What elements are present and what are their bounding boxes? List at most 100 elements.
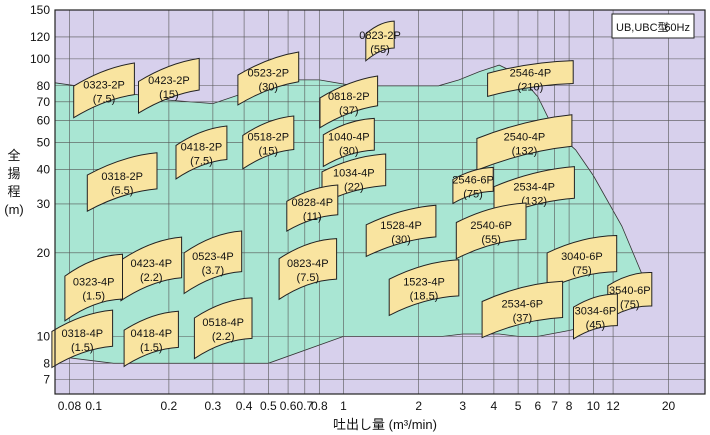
y-tick-label: 80 bbox=[37, 79, 51, 93]
pump-zone-power-label: (55) bbox=[481, 234, 501, 246]
y-tick-label: 7 bbox=[43, 372, 50, 386]
x-axis-label: 吐出し量 (m³/min) bbox=[333, 417, 437, 432]
pump-zone-area bbox=[452, 166, 494, 205]
x-tick-label: 7 bbox=[551, 399, 558, 413]
y-axis-label-char-2: 揚 bbox=[7, 166, 20, 181]
y-tick-label: 50 bbox=[37, 135, 51, 149]
pump-zone-area bbox=[487, 60, 574, 98]
y-tick-label: 120 bbox=[30, 30, 50, 44]
pump-zone-area bbox=[278, 238, 338, 301]
pump-zone-area bbox=[237, 51, 300, 106]
pump-zone-model-label: 0518-4P bbox=[202, 317, 244, 329]
x-tick-label: 6 bbox=[535, 399, 542, 413]
pump-zone-model-label: 2546-6P bbox=[452, 174, 494, 186]
pump-zone-power-label: (2.2) bbox=[140, 272, 163, 284]
pump-zone-area bbox=[481, 280, 564, 339]
y-tick-label: 10 bbox=[37, 329, 51, 343]
pump-zone-power-label: (1.5) bbox=[82, 291, 105, 303]
x-tick-label: 0.6 bbox=[280, 399, 297, 413]
pump-zone-model-label: 1034-4P bbox=[333, 168, 375, 180]
y-tick-labels: 7 8 10 20 30 40 50 60 70 80 100 120 150 bbox=[30, 3, 50, 386]
pump-zone-power-label: (11) bbox=[303, 211, 322, 223]
pump-zone-area bbox=[322, 117, 375, 168]
x-tick-labels: 0.08 0.1 0.2 0.3 0.4 0.5 0.6 0.70.8 1 2 3 4 5 6 7 8 10 12… bbox=[58, 399, 676, 413]
y-axis-label-unit: (m) bbox=[4, 202, 24, 217]
pump-zone-area bbox=[86, 152, 158, 213]
pump-zone-power-label: (210) bbox=[518, 81, 544, 93]
pump-zone-area bbox=[455, 202, 527, 260]
pump-zone-power-label: (22) bbox=[344, 182, 364, 194]
pump-zones: 0823-2P (55) 2546-4P (210) 0323-2P (7.5) 0423-… bbox=[51, 20, 653, 369]
pump-zone-area bbox=[123, 310, 179, 368]
y-tick-label: 8 bbox=[43, 356, 50, 370]
pump-zone-power-label: (18.5) bbox=[410, 291, 439, 303]
pump-zone-area bbox=[138, 57, 200, 114]
pump-zone-area bbox=[51, 309, 114, 369]
x-tick-label: 0.3 bbox=[205, 399, 222, 413]
pump-zone-power-label: (3.7) bbox=[202, 265, 225, 277]
legend-box-frame bbox=[611, 13, 695, 39]
x-tick-label: 1 bbox=[340, 399, 347, 413]
pump-zone-model-label: 0523-4P bbox=[192, 251, 234, 263]
pump-zone-power-label: (2.2) bbox=[212, 331, 235, 343]
pump-zone-area bbox=[193, 297, 253, 360]
pump-zone-power-label: (55) bbox=[370, 44, 390, 56]
x-tick-label: 5 bbox=[515, 399, 522, 413]
pump-zone-area bbox=[175, 125, 228, 180]
pump-zone-model-label: 0323-2P bbox=[83, 79, 125, 91]
legend-box: UB,UBC型 60Hz bbox=[611, 13, 695, 39]
pump-zone-power-label: (75) bbox=[572, 265, 592, 277]
pump-zone-power-label: (15) bbox=[259, 145, 279, 157]
pump-zone-area bbox=[64, 253, 123, 322]
pump-zone-model-label: 0818-2P bbox=[328, 91, 370, 103]
y-axis-label: 全 揚 程 (m) bbox=[4, 148, 24, 217]
x-tick-label: 8 bbox=[566, 399, 573, 413]
pump-zone-power-label: (45) bbox=[586, 319, 606, 331]
y-tick-label: 30 bbox=[37, 197, 51, 211]
pump-zone-model-label: 0318-4P bbox=[61, 328, 103, 340]
pump-zone-power-label: (132) bbox=[521, 195, 547, 207]
pump-zone-model-label: 3040-6P bbox=[561, 251, 603, 263]
pump-zone-model-label: 0423-2P bbox=[148, 75, 190, 87]
pump-zone-power-label: (30) bbox=[259, 81, 279, 93]
pump-zone-model-label: 0518-2P bbox=[248, 131, 290, 143]
x-tick-label: 10 bbox=[587, 399, 601, 413]
pump-zone-model-label: 1523-4P bbox=[403, 277, 445, 289]
pump-zone-area bbox=[73, 62, 135, 119]
x-tick-label: 3 bbox=[459, 399, 466, 413]
pump-zone-power-label: (37) bbox=[513, 312, 533, 324]
pump-zone-power-label: (37) bbox=[339, 105, 359, 117]
x-tick-label: 0.5 bbox=[260, 399, 277, 413]
pump-zone-model-label: 0418-4P bbox=[130, 328, 172, 340]
pump-zone-area bbox=[573, 293, 618, 340]
pump-zone-area bbox=[319, 75, 379, 129]
pump-zone-model-label: 1528-4P bbox=[380, 220, 422, 232]
pump-zone-model-label: 0418-2P bbox=[181, 141, 223, 153]
pump-zone-power-label: (30) bbox=[339, 145, 359, 157]
y-tick-label: 150 bbox=[30, 3, 50, 17]
pump-zone-model-label: 2546-4P bbox=[510, 67, 552, 79]
x-tick-label: 12 bbox=[606, 399, 620, 413]
pump-zone-power-label: (30) bbox=[391, 234, 411, 246]
pump-zone-model-label: 3034-6P bbox=[575, 305, 617, 317]
pump-zone-area bbox=[365, 204, 437, 258]
pump-zone-area bbox=[388, 259, 460, 317]
pump-zone-power-label: (5.5) bbox=[111, 185, 134, 197]
x-tick-label: 0.2 bbox=[161, 399, 178, 413]
y-tick-label: 60 bbox=[37, 113, 51, 127]
pump-zone-model-label: 2534-4P bbox=[513, 181, 555, 193]
pump-zone-model-label: 0823-2P bbox=[359, 30, 401, 42]
pump-zone-model-label: 2540-6P bbox=[470, 220, 512, 232]
pump-zone-model-label: 1040-4P bbox=[328, 131, 370, 143]
pump-zone-power-label: (75) bbox=[620, 299, 640, 311]
pump-zone-model-label: 0523-2P bbox=[248, 67, 290, 79]
y-tick-label: 70 bbox=[37, 95, 51, 109]
pump-zone-area bbox=[242, 115, 295, 170]
y-tick-label: 100 bbox=[30, 52, 50, 66]
y-axis-label-char-3: 程 bbox=[7, 184, 20, 199]
pump-zone-area bbox=[120, 236, 183, 302]
x-tick-label: 20 bbox=[662, 399, 676, 413]
legend-series-label: UB,UBC型 bbox=[616, 20, 669, 34]
pump-zone-area bbox=[183, 230, 243, 295]
